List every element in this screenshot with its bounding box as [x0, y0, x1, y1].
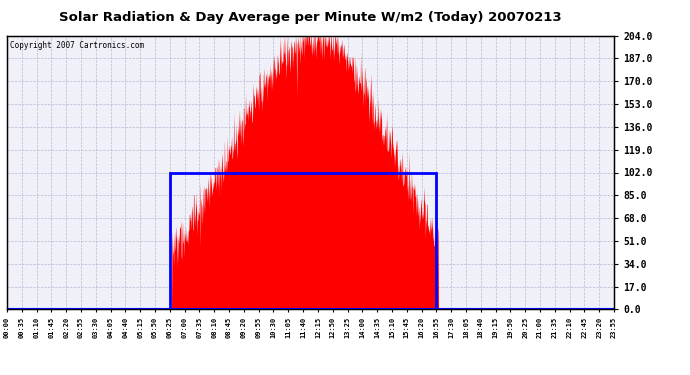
Text: Solar Radiation & Day Average per Minute W/m2 (Today) 20070213: Solar Radiation & Day Average per Minute…: [59, 11, 562, 24]
Text: Copyright 2007 Cartronics.com: Copyright 2007 Cartronics.com: [10, 41, 144, 50]
Bar: [170, 172, 436, 309]
